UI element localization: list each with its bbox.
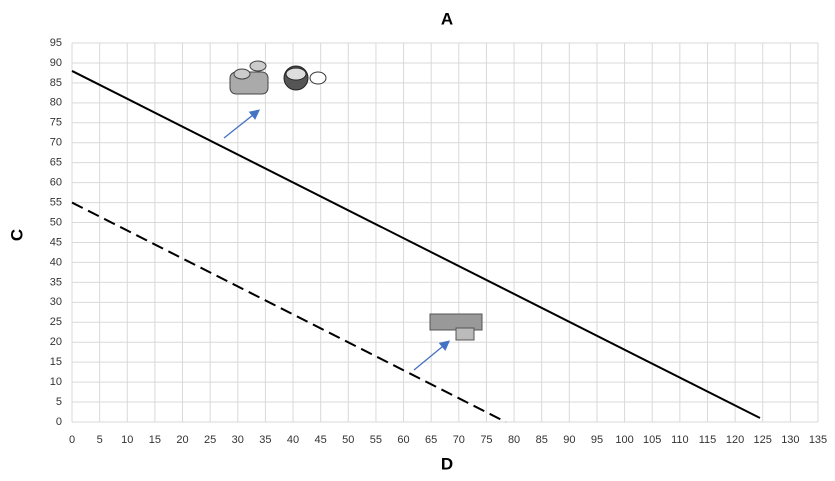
y-tick-label: 90: [50, 57, 62, 69]
y-tick-label: 25: [50, 316, 62, 328]
x-tick-label: 45: [315, 434, 327, 446]
y-tick-label: 10: [50, 376, 62, 388]
x-tick-label: 125: [754, 434, 772, 446]
x-tick-label: 110: [671, 434, 689, 446]
x-tick-label: 60: [397, 434, 409, 446]
x-tick-label: 105: [643, 434, 661, 446]
x-tick-label: 90: [563, 434, 575, 446]
line: [71, 70, 761, 419]
x-tick-label: 35: [259, 434, 271, 446]
y-tick-label: 15: [50, 356, 62, 368]
x-tick-label: 55: [370, 434, 382, 446]
line: [71, 201, 507, 423]
y-axis-label: C: [7, 229, 26, 241]
x-tick-label: 95: [591, 434, 603, 446]
x-tick-label: 15: [149, 434, 161, 446]
y-tick-label: 35: [50, 276, 62, 288]
x-tick-label: 30: [232, 434, 244, 446]
y-tick-label: 65: [50, 157, 62, 169]
y-tick-label: 55: [50, 196, 62, 208]
y-tick-label: 5: [56, 396, 62, 408]
x-tick-label: 40: [287, 434, 299, 446]
x-tick-label: 0: [69, 434, 75, 446]
x-tick-label: 80: [508, 434, 520, 446]
x-tick-label: 5: [97, 434, 103, 446]
x-tick-label: 100: [615, 434, 633, 446]
y-tick-label: 45: [50, 236, 62, 248]
y-tick-label: 70: [50, 137, 62, 149]
y-tick-label: 20: [50, 336, 62, 348]
x-tick-label: 115: [699, 434, 717, 446]
part-icon: [429, 313, 483, 341]
y-tick-label: 30: [50, 296, 62, 308]
x-tick-label: 75: [480, 434, 492, 446]
x-tick-label: 85: [536, 434, 548, 446]
x-tick-label: 70: [453, 434, 465, 446]
x-tick-label: 120: [726, 434, 744, 446]
x-tick-label: 130: [781, 434, 799, 446]
arrow: [223, 109, 261, 139]
grid: 0 5 10 15 20 25 30 35 40 45 50 55 60 65 70 75 80 85 90 95 0 5…: [50, 37, 827, 446]
x-tick-label: 25: [204, 434, 216, 446]
chart-title: A: [441, 9, 453, 28]
x-tick-label: 50: [342, 434, 354, 446]
arrow: [413, 340, 451, 371]
x-axis-label: D: [441, 454, 453, 473]
y-tick-label: 60: [50, 177, 62, 189]
part-icon: [229, 60, 327, 95]
y-tick-label: 40: [50, 256, 62, 268]
y-tick-label: 80: [50, 97, 62, 109]
y-tick-label: 95: [50, 37, 62, 49]
x-tick-label: 135: [809, 434, 827, 446]
x-tick-label: 10: [121, 434, 133, 446]
y-tick-label: 50: [50, 216, 62, 228]
x-tick-label: 65: [425, 434, 437, 446]
lines: [71, 70, 761, 423]
x-tick-label: 20: [176, 434, 188, 446]
y-tick-label: 0: [56, 416, 62, 428]
y-tick-label: 75: [50, 117, 62, 129]
y-tick-label: 85: [50, 77, 62, 89]
